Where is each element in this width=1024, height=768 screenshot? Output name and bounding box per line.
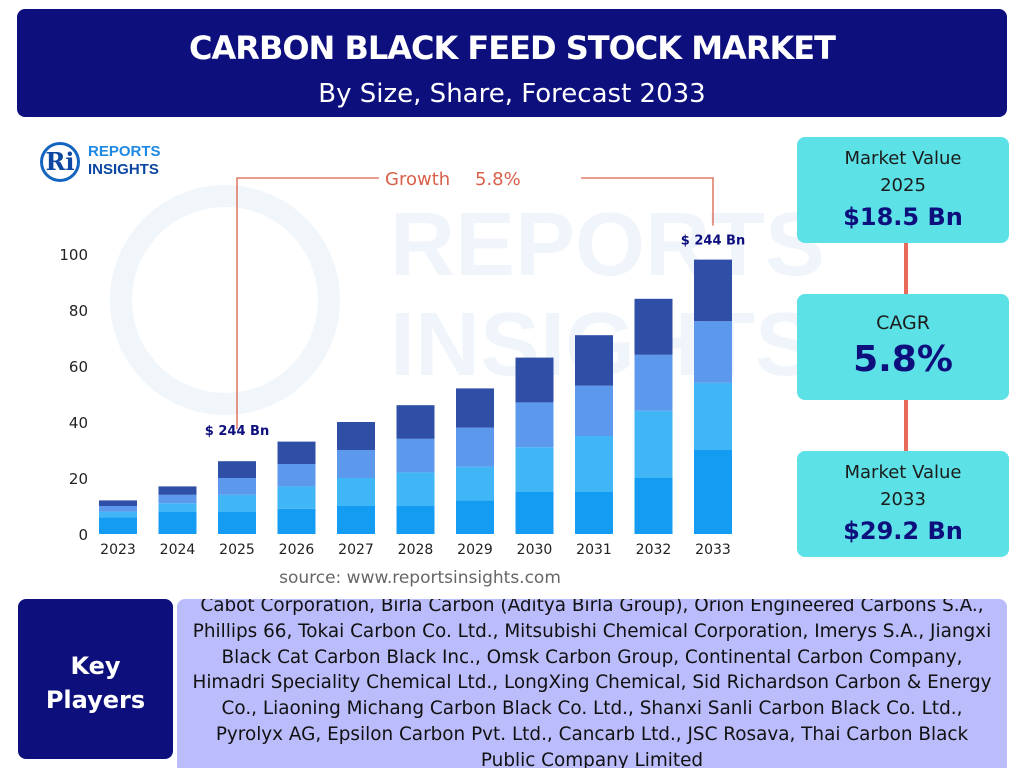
- bar-segment: [515, 357, 554, 403]
- growth-label: Growth: [385, 169, 450, 190]
- market-value-2033-value: $29.2 Bn: [843, 517, 963, 545]
- source-text: source: www.reportsinsights.com: [279, 568, 561, 588]
- bar-segment: [99, 511, 137, 518]
- x-tick-label: 2026: [279, 542, 315, 558]
- bar-segment: [337, 422, 375, 450]
- x-tick-label: 2031: [576, 542, 612, 558]
- bar-segment: [396, 506, 435, 534]
- chart-title: CARBON BLACK FEED STOCK MARKET: [189, 29, 836, 67]
- bar-segment: [456, 388, 494, 428]
- bar-segment: [634, 478, 673, 534]
- bar-segment: [99, 500, 137, 506]
- card-connector-bottom: [904, 400, 908, 451]
- reports-insights-logo: Ri REPORTS INSIGHTS: [40, 142, 180, 186]
- title-banner: CARBON BLACK FEED STOCK MARKET By Size, …: [17, 9, 1007, 117]
- bar-segment: [575, 492, 613, 534]
- cagr-value: 5.8%: [853, 339, 953, 380]
- bar-segment: [694, 450, 732, 534]
- bar-segment: [218, 511, 256, 534]
- bar-segment: [277, 486, 316, 509]
- bar-segment: [218, 461, 256, 478]
- cagr-card: CAGR 5.8%: [797, 294, 1009, 400]
- bar-segment: [456, 427, 494, 467]
- x-tick-label: 2028: [398, 542, 434, 558]
- x-tick-label: 2030: [517, 542, 553, 558]
- bar-segment: [575, 385, 613, 436]
- stacked-bar-chart: 0 20 40 60 80 100 2023 2024 2025 2026 2027 2028 2029…: [59, 169, 745, 558]
- bar-segment: [158, 503, 197, 512]
- growth-line-left: [236, 177, 379, 430]
- x-tick-label: 2033: [695, 542, 731, 558]
- bar-segment: [158, 511, 197, 534]
- bar-segment: [337, 506, 375, 534]
- market-value-2033-label: Market Value 2033: [844, 462, 962, 510]
- card-connector-top: [904, 243, 908, 294]
- bar-segment: [634, 298, 673, 355]
- bar-segment: [396, 405, 435, 439]
- key-players-list: Cabot Corporation, Birla Carbon (Aditya …: [192, 599, 992, 768]
- bar-segment: [694, 259, 732, 322]
- bar-segment: [634, 354, 673, 411]
- logo-mark: Ri: [40, 142, 80, 182]
- bar-segment: [575, 335, 613, 386]
- bar-segment: [515, 492, 554, 534]
- x-tick-label: 2032: [636, 542, 672, 558]
- bar-segment: [158, 494, 197, 504]
- key-players-box: Cabot Corporation, Birla Carbon (Aditya …: [177, 599, 1007, 768]
- growth-value: 5.8%: [475, 169, 521, 190]
- x-tick-label: 2024: [160, 542, 196, 558]
- x-tick-label: 2029: [457, 542, 493, 558]
- bar-segment: [99, 517, 137, 534]
- bar-segment: [456, 500, 494, 534]
- bar-segment: [456, 466, 494, 501]
- market-value-2025-label: Market Value 2025: [844, 148, 962, 196]
- data-label-2025: $ 244 Bn: [205, 424, 269, 439]
- bar-segment: [396, 472, 435, 506]
- bar-segment: [218, 494, 256, 512]
- y-tick-label: 80: [69, 302, 88, 320]
- x-tick-label: 2027: [338, 542, 374, 558]
- bar-segment: [218, 478, 256, 495]
- key-players-label: Key Players: [18, 599, 173, 759]
- bar-segment: [277, 508, 316, 534]
- y-tick-label: 0: [78, 526, 88, 544]
- data-label-2033: $ 244 Bn: [681, 234, 745, 249]
- bar-segment: [694, 321, 732, 383]
- y-tick-label: 40: [69, 414, 88, 432]
- y-tick-label: 100: [59, 246, 88, 264]
- bar-segment: [575, 436, 613, 492]
- bar-segment: [277, 441, 316, 464]
- logo-text: REPORTS INSIGHTS: [88, 143, 161, 178]
- bar-segment: [694, 382, 732, 450]
- x-tick-label: 2023: [100, 542, 136, 558]
- bar-segment: [337, 478, 375, 506]
- bar-segment: [634, 410, 673, 478]
- growth-line-right: [581, 177, 714, 226]
- bar-segment: [337, 450, 375, 478]
- bar-segment: [277, 464, 316, 487]
- x-tick-label: 2025: [219, 542, 255, 558]
- market-value-2025-value: $18.5 Bn: [843, 203, 963, 231]
- bar-segment: [515, 447, 554, 492]
- bar-segment: [99, 506, 137, 512]
- y-tick-label: 20: [69, 470, 88, 488]
- market-value-2033-card: Market Value 2033 $29.2 Bn: [797, 451, 1009, 557]
- y-tick-label: 60: [69, 358, 88, 376]
- bar-segment: [396, 438, 435, 473]
- bar-segment: [158, 486, 197, 495]
- market-value-2025-card: Market Value 2025 $18.5 Bn: [797, 137, 1009, 243]
- bar-segment: [515, 402, 554, 448]
- chart-subtitle: By Size, Share, Forecast 2033: [318, 79, 706, 109]
- cagr-label: CAGR: [876, 312, 930, 334]
